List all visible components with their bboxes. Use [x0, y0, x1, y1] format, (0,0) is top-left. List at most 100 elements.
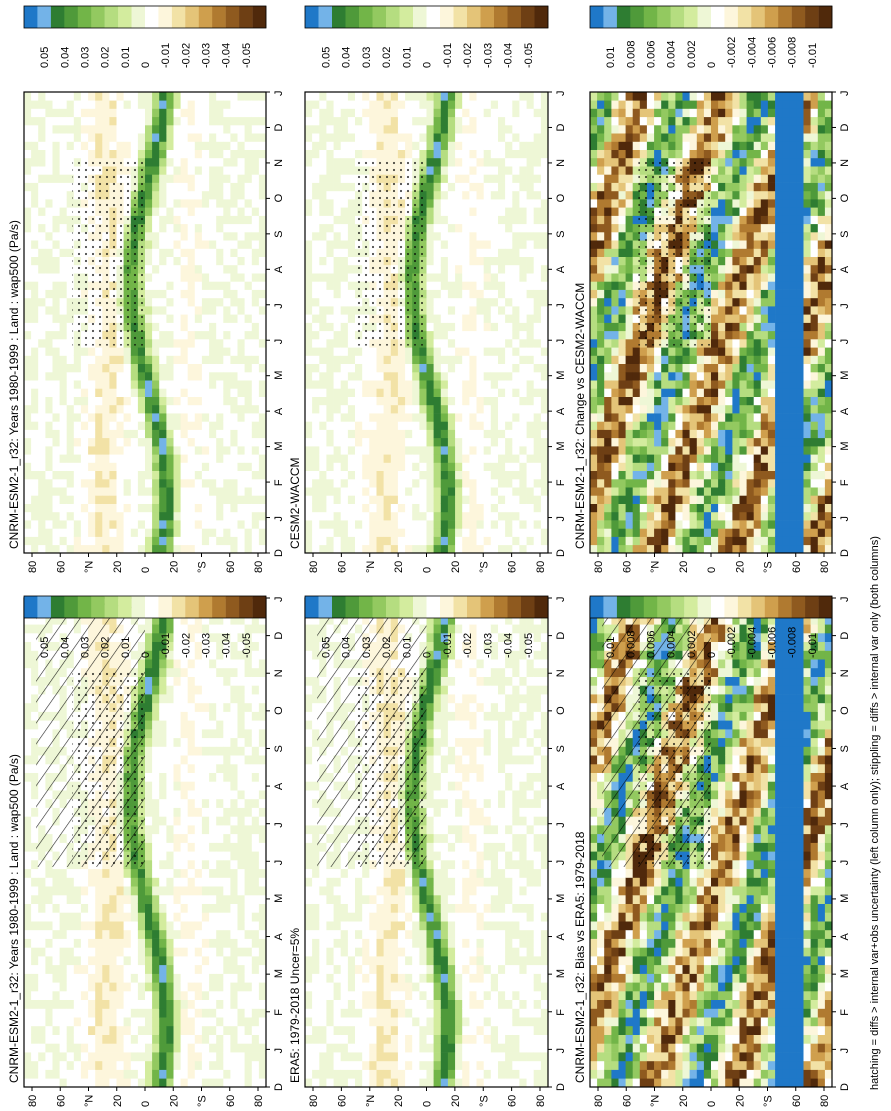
heat-cell: [244, 462, 253, 471]
heat-cell: [194, 694, 203, 704]
heat-cell: [152, 990, 160, 1000]
heat-cell: [73, 421, 82, 430]
colorbar-swatch: [50, 596, 65, 618]
heat-cell: [109, 116, 117, 126]
heat-cell: [45, 1060, 53, 1070]
lat-label: 20: [168, 561, 180, 573]
heat-cell: [223, 108, 231, 118]
heat-cell: [412, 347, 420, 356]
heat-cell: [305, 437, 313, 447]
heat-cell: [390, 133, 399, 142]
heat-cell: [38, 999, 46, 1009]
heat-cell: [209, 437, 217, 447]
heat-cell: [237, 528, 245, 537]
heat-cell: [59, 421, 68, 430]
heat-cell: [216, 297, 224, 307]
heat-cell: [258, 755, 267, 765]
heat-cell: [59, 1008, 68, 1018]
heat-cell: [152, 380, 160, 389]
heat-cell: [145, 1034, 153, 1044]
heat-cell: [31, 339, 39, 348]
heat-cell: [180, 174, 189, 183]
heat-cell: [145, 772, 153, 782]
heat-cell: [230, 240, 238, 249]
heat-cell: [383, 92, 392, 101]
heat-cell: [31, 632, 39, 642]
heat-cell: [31, 289, 39, 299]
heat-cell: [52, 281, 60, 290]
heat-cell: [251, 174, 260, 183]
heat-cell: [38, 947, 46, 957]
heat-cell: [152, 938, 160, 948]
heat-cell: [347, 182, 356, 192]
heat-cell: [180, 248, 189, 257]
heat-cell: [201, 860, 210, 870]
heat-cell: [390, 421, 399, 430]
heat-cell: [173, 116, 181, 126]
heat-cell: [194, 149, 203, 159]
heat-cell: [52, 141, 60, 150]
heat-cell: [326, 141, 334, 150]
heat-cell: [24, 702, 32, 712]
colorbar-swatch: [145, 596, 159, 618]
heat-cell: [237, 956, 245, 966]
heat-cell: [80, 124, 89, 134]
heat-cell: [95, 141, 103, 150]
heat-cell: [173, 624, 181, 634]
heat-cell: [258, 667, 267, 677]
heat-cell: [223, 446, 231, 455]
heat-cell: [433, 396, 442, 406]
heat-cell: [230, 100, 238, 109]
heat-cell: [66, 240, 75, 249]
heat-cell: [38, 478, 46, 488]
heat-cell: [180, 676, 189, 686]
heat-cell: [187, 544, 196, 554]
heat-cell: [59, 404, 68, 414]
heat-cell: [194, 306, 203, 315]
heat-cell: [333, 544, 342, 554]
month-label: J: [273, 860, 285, 866]
heat-cell: [80, 886, 89, 896]
heat-cell: [201, 437, 210, 447]
heat-cell: [80, 1060, 89, 1070]
heat-cell: [376, 478, 384, 488]
heat-cell: [180, 454, 189, 463]
heat-cell: [145, 273, 153, 282]
heat-cell: [347, 141, 356, 150]
heat-cell: [251, 842, 260, 852]
heat-cell: [166, 1025, 174, 1035]
heat-cell: [31, 347, 39, 356]
heat-cell: [73, 371, 82, 381]
heat-cell: [152, 273, 160, 282]
heat-cell: [173, 528, 181, 537]
heat-cell: [194, 938, 203, 948]
heat-cell: [333, 322, 342, 332]
heat-cell: [80, 912, 89, 922]
heat-cell: [24, 503, 32, 513]
heat-cell: [159, 141, 167, 150]
heat-cell: [223, 755, 231, 765]
heat-cell: [258, 886, 267, 896]
heat-cell: [216, 903, 224, 913]
heat-cell: [52, 903, 60, 913]
heat-cell: [201, 790, 210, 800]
heat-cell: [326, 421, 334, 430]
heat-cell: [426, 404, 434, 414]
heat-cell: [123, 446, 132, 455]
heat-cell: [73, 511, 82, 521]
heat-cell: [38, 100, 46, 109]
heat-cell: [312, 116, 320, 126]
heat-cell: [45, 223, 53, 233]
heat-cell: [397, 124, 406, 134]
heat-cell: [209, 746, 217, 756]
heat-cell: [244, 982, 253, 992]
heat-cell: [258, 446, 267, 455]
heat-cell: [201, 1017, 210, 1027]
heat-cell: [66, 868, 75, 878]
heat-cell: [166, 166, 174, 175]
heat-cell: [38, 1060, 46, 1070]
heat-cell: [109, 938, 117, 948]
heat-cell: [201, 207, 210, 216]
heat-cell: [390, 371, 399, 381]
heat-cell: [251, 1069, 260, 1079]
